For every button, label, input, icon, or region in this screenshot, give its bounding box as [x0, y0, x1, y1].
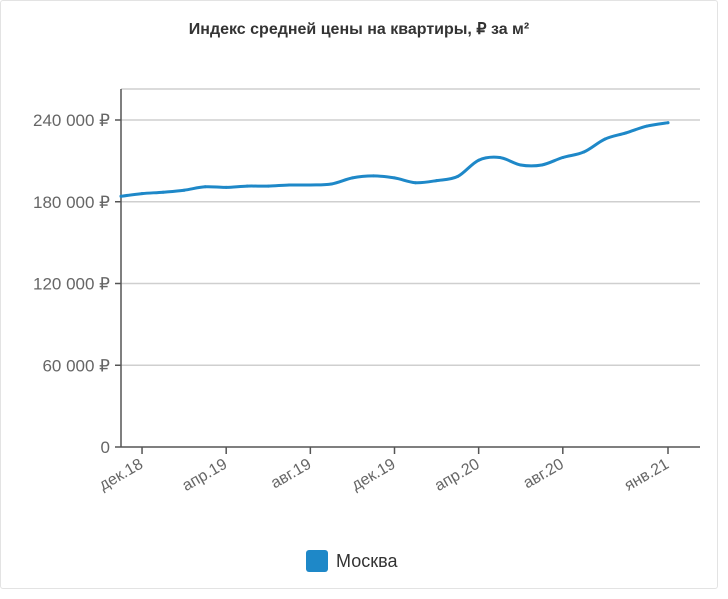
data-point	[161, 190, 165, 194]
x-axis-ticks: дек.18 апр.19 авг.19 дек.19 апр.20 авг.20 янв.…	[96, 447, 672, 495]
data-point	[182, 188, 186, 192]
grid-lines	[121, 88, 700, 366]
chart-title: Индекс средней цены на квартиры, ₽ за м²	[188, 21, 530, 38]
y-tick-label: 0	[101, 438, 110, 457]
line-chart: 0 60 000 ₽ 120 000 ₽ 180 000 ₽ 240 000 ₽ дек…	[33, 88, 700, 495]
x-tick-label: дек.18	[96, 456, 146, 495]
data-point	[119, 194, 123, 198]
data-point	[540, 163, 544, 167]
data-point	[224, 185, 228, 189]
data-point	[308, 183, 312, 187]
x-tick-label: янв.21	[622, 456, 672, 495]
data-point	[477, 158, 481, 162]
data-point	[245, 184, 249, 188]
data-point	[266, 184, 270, 188]
data-point	[561, 156, 565, 159]
y-tick-label: 60 000 ₽	[42, 356, 110, 375]
y-tick-label: 180 000 ₽	[33, 193, 110, 212]
data-point	[519, 163, 523, 167]
series-line-moscow	[119, 121, 670, 198]
x-tick-label: апр.20	[432, 456, 483, 495]
data-point	[435, 179, 439, 183]
x-tick-label: авг.19	[268, 456, 314, 493]
data-point	[203, 185, 207, 189]
x-tick-label: авг.20	[521, 456, 567, 493]
axes	[120, 89, 700, 448]
x-tick-label: дек.19	[349, 456, 399, 495]
legend[interactable]: Москва	[306, 550, 397, 572]
x-tick-label: апр.19	[180, 456, 231, 495]
data-point	[666, 121, 670, 125]
data-point	[287, 183, 291, 187]
data-point	[372, 174, 375, 178]
legend-label-moscow: Москва	[336, 550, 398, 571]
y-tick-label: 120 000 ₽	[33, 275, 110, 294]
series-layer	[119, 121, 670, 198]
data-point	[624, 131, 628, 135]
data-point	[329, 182, 333, 186]
data-point	[350, 176, 354, 180]
data-point	[414, 181, 417, 185]
data-point	[140, 192, 144, 196]
y-axis-ticks: 0 60 000 ₽ 120 000 ₽ 180 000 ₽ 240 000 ₽	[33, 111, 121, 457]
data-point	[393, 176, 396, 180]
data-point	[603, 137, 607, 141]
data-point	[582, 150, 586, 154]
y-tick-label: 240 000 ₽	[33, 111, 110, 130]
data-point	[498, 156, 502, 159]
data-point	[456, 175, 460, 178]
data-point	[645, 124, 649, 128]
chart-frame	[0, 0, 718, 589]
legend-swatch-moscow	[306, 550, 328, 572]
